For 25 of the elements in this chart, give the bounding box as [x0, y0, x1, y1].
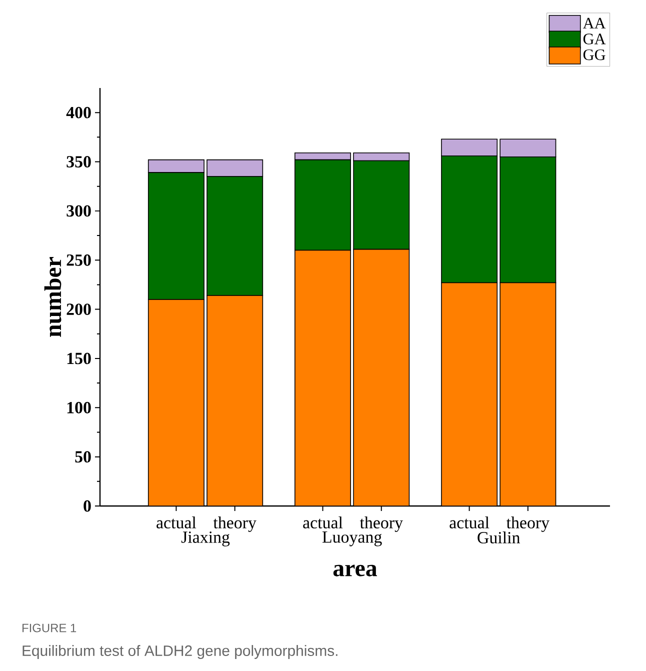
legend-label: GG: [583, 49, 606, 60]
x-tick-label: actual: [450, 516, 490, 528]
legend-label: AA: [582, 18, 606, 28]
text: Luoyang: [322, 532, 382, 546]
y-tick-label: 150: [67, 352, 91, 364]
y-tick-label: 350: [66, 156, 91, 168]
y-tick-label: 250: [66, 254, 91, 266]
y-tick-label: 50: [75, 451, 91, 463]
x-tick-label: theory: [213, 516, 256, 532]
y-tick-label: 200: [66, 304, 91, 316]
legend-label: GA: [583, 34, 606, 44]
y-tick-label: 400: [66, 106, 91, 118]
caption: FIGURE 1: [22, 624, 76, 632]
y-tick-label: 100: [67, 402, 91, 414]
y-tick-label: 300: [66, 205, 91, 217]
y-tick-label: 0: [84, 500, 91, 512]
x-tick-label: actual: [156, 516, 196, 528]
text: Jiaxing: [181, 532, 230, 546]
x-tick-label: actual: [303, 516, 343, 528]
x-tick-label: theory: [506, 516, 550, 532]
text: Equilibrium test of ALDH2 gene polymorphisms.: [22, 645, 338, 659]
y-axis-title: number: [44, 257, 62, 337]
text: Guilin: [478, 532, 520, 544]
x-axis-title: area: [333, 564, 377, 576]
x-tick-label: theory: [360, 516, 403, 532]
